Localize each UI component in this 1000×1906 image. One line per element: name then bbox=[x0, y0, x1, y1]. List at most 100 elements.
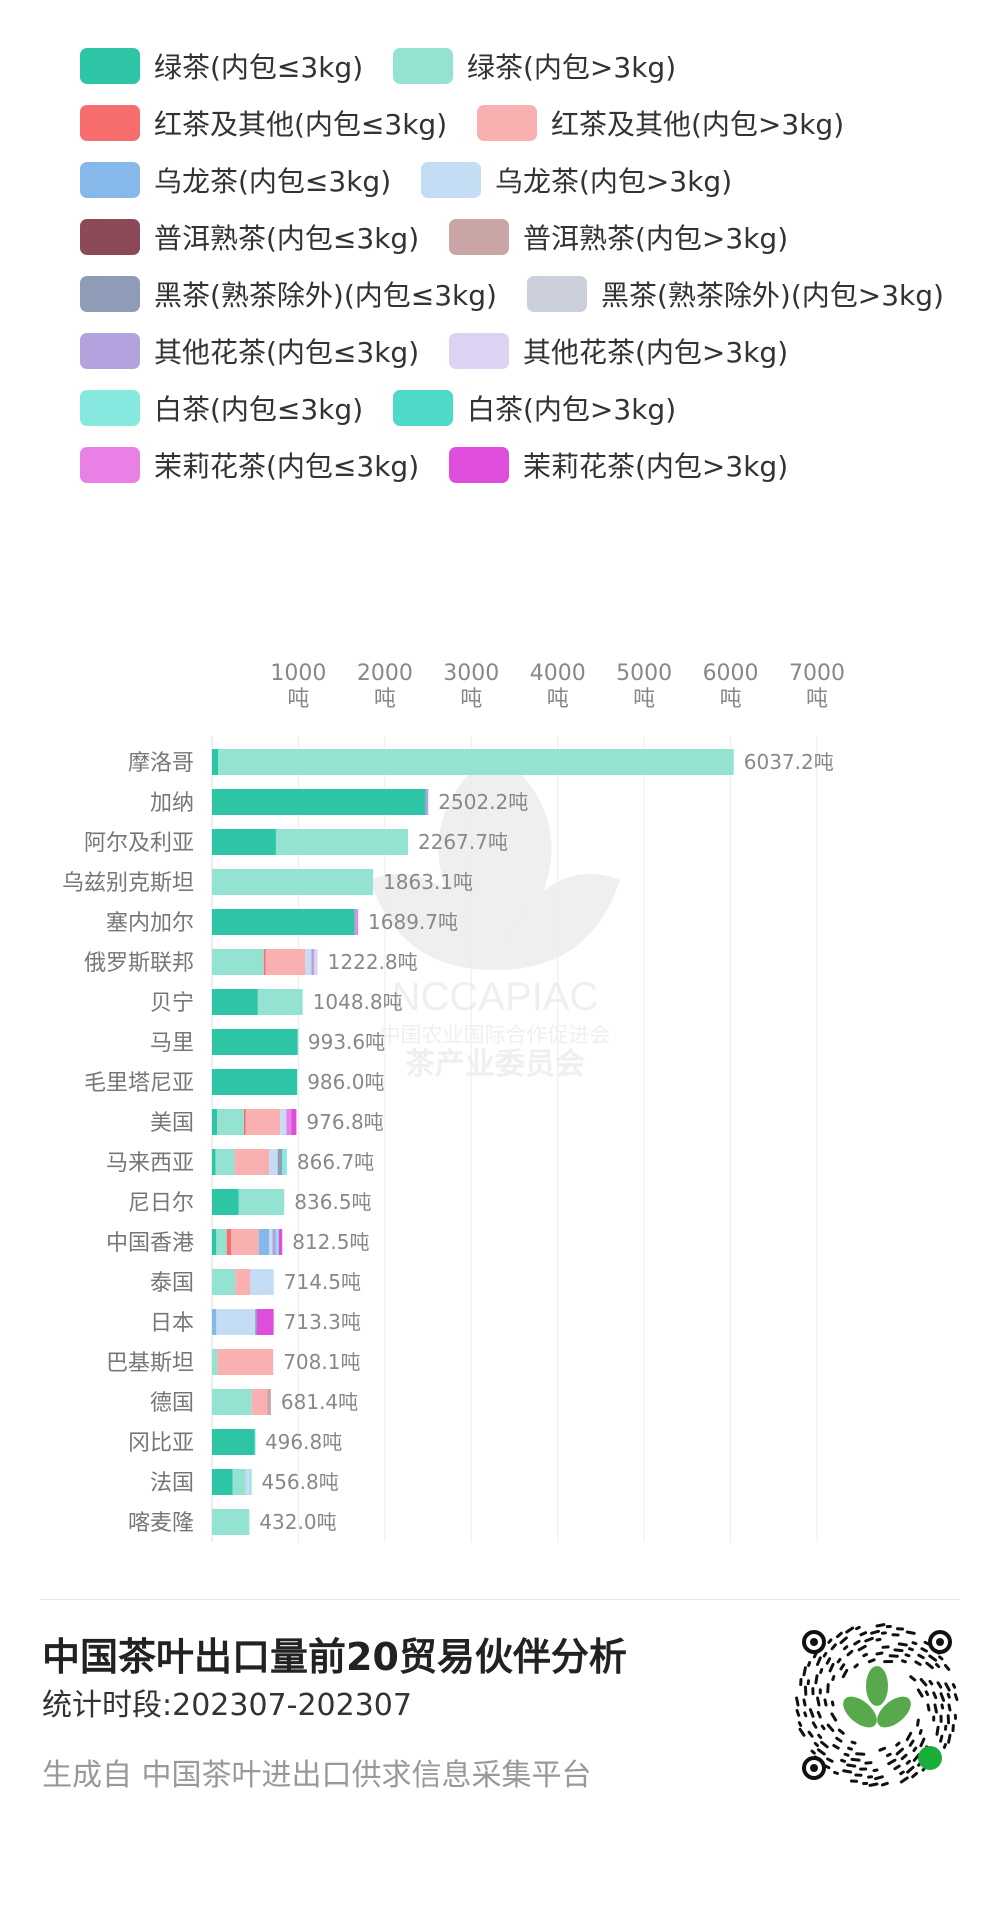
x-tick-unit: 吨 bbox=[720, 687, 742, 712]
qr-dot bbox=[846, 1649, 854, 1657]
y-category-label: 德国 bbox=[150, 1391, 194, 1416]
bar-total-label: 496.8吨 bbox=[265, 1430, 342, 1454]
y-category-label: 阿尔及利亚 bbox=[84, 831, 194, 856]
bar-segment bbox=[217, 1109, 244, 1135]
footer-divider bbox=[40, 1599, 960, 1600]
qr-dot bbox=[837, 1728, 845, 1735]
qr-dot bbox=[874, 1775, 884, 1781]
legend-item[interactable]: 红茶及其他(内包>3kg) bbox=[477, 103, 844, 143]
legend-item[interactable]: 白茶(内包≤3kg) bbox=[80, 388, 363, 428]
qr-dot bbox=[817, 1733, 823, 1739]
x-tick-label: 4000 bbox=[530, 661, 586, 686]
qr-dot bbox=[841, 1668, 849, 1679]
mini-program-badge-icon bbox=[918, 1746, 942, 1770]
qr-dot bbox=[953, 1693, 959, 1702]
qr-dot bbox=[816, 1710, 822, 1719]
legend-item[interactable]: 其他花茶(内包>3kg) bbox=[449, 331, 788, 371]
qr-dot bbox=[808, 1708, 815, 1718]
qr-dot bbox=[933, 1703, 938, 1714]
qr-dot bbox=[908, 1647, 914, 1652]
bar-total-label: 1048.8吨 bbox=[313, 990, 403, 1014]
x-tick-label: 7000 bbox=[789, 661, 845, 686]
qr-dot bbox=[836, 1631, 843, 1639]
qr-finder-dot bbox=[810, 1638, 818, 1646]
bar-segment bbox=[234, 1149, 270, 1175]
qr-dot bbox=[951, 1683, 957, 1689]
legend-item[interactable]: 茉莉花茶(内包≤3kg) bbox=[80, 445, 419, 485]
bar-segment bbox=[212, 829, 276, 855]
qr-dot bbox=[816, 1656, 822, 1666]
mini-program-qr-icon[interactable] bbox=[792, 1620, 962, 1790]
qr-dot bbox=[839, 1636, 848, 1645]
qr-dot bbox=[847, 1746, 853, 1751]
y-category-label: 摩洛哥 bbox=[128, 751, 194, 776]
legend-swatch bbox=[80, 333, 140, 369]
qr-dot bbox=[935, 1725, 940, 1736]
legend-label: 乌龙茶(内包>3kg) bbox=[495, 165, 733, 198]
qr-leaf-icon bbox=[843, 1696, 877, 1728]
x-tick-label: 6000 bbox=[703, 661, 759, 686]
qr-finder bbox=[802, 1756, 826, 1780]
legend-swatch bbox=[80, 447, 140, 483]
qr-dot bbox=[850, 1740, 857, 1745]
legend-item[interactable]: 乌龙茶(内包>3kg) bbox=[421, 160, 732, 200]
bar-segment bbox=[275, 829, 408, 855]
qr-dot bbox=[842, 1769, 853, 1774]
qr-dot bbox=[807, 1730, 814, 1738]
bar-total-label: 993.6吨 bbox=[308, 1030, 385, 1054]
qr-dot bbox=[947, 1703, 952, 1712]
qr-dot bbox=[895, 1741, 901, 1747]
qr-dot bbox=[857, 1644, 867, 1652]
y-category-label: 加纳 bbox=[150, 791, 194, 816]
qr-dot bbox=[943, 1664, 951, 1671]
legend-item[interactable]: 白茶(内包>3kg) bbox=[393, 388, 676, 428]
qr-dot bbox=[895, 1747, 904, 1756]
qr-dot bbox=[900, 1753, 908, 1761]
bar-total-label: 713.3吨 bbox=[284, 1310, 361, 1334]
qr-dot bbox=[798, 1727, 806, 1737]
legend-item[interactable]: 茉莉花茶(内包>3kg) bbox=[449, 445, 788, 485]
y-category-label: 塞内加尔 bbox=[106, 911, 194, 936]
bar-total-label: 432.0吨 bbox=[259, 1510, 336, 1534]
legend-item[interactable]: 乌龙茶(内包≤3kg) bbox=[80, 160, 391, 200]
qr-dot bbox=[831, 1675, 836, 1681]
bar-segment bbox=[212, 1509, 250, 1535]
bar-segment bbox=[278, 1229, 283, 1255]
legend-item[interactable]: 红茶及其他(内包≤3kg) bbox=[80, 103, 447, 143]
qr-dot bbox=[803, 1711, 808, 1718]
legend-item[interactable]: 普洱熟茶(内包≤3kg) bbox=[80, 217, 419, 257]
footer-period: 统计时段:202307-202307 bbox=[42, 1688, 412, 1723]
legend-item[interactable]: 其他花茶(内包≤3kg) bbox=[80, 331, 419, 371]
bar-segment bbox=[212, 909, 355, 935]
legend-label: 绿茶(内包≤3kg) bbox=[154, 51, 364, 84]
bar-segment bbox=[269, 1229, 273, 1255]
bar-segment bbox=[231, 1229, 259, 1255]
qr-dot bbox=[887, 1758, 897, 1766]
qr-dot bbox=[839, 1663, 846, 1671]
legend-item[interactable]: 黑茶(熟茶除外)(内包≤3kg) bbox=[80, 274, 497, 314]
legend-item[interactable]: 普洱熟茶(内包>3kg) bbox=[449, 217, 788, 257]
bar-segment bbox=[272, 1229, 276, 1255]
legend-item[interactable]: 黑茶(熟茶除外)(内包>3kg) bbox=[527, 274, 944, 314]
bar-segment bbox=[251, 1389, 268, 1415]
qr-dot bbox=[830, 1700, 835, 1707]
legend-swatch bbox=[449, 333, 509, 369]
x-tick-label: 2000 bbox=[357, 661, 413, 686]
qr-dot bbox=[897, 1642, 908, 1647]
legend-item[interactable]: 绿茶(内包≤3kg) bbox=[80, 46, 363, 86]
qr-finder-dot bbox=[810, 1764, 818, 1772]
qr-finder bbox=[802, 1630, 826, 1654]
x-tick-unit: 吨 bbox=[806, 687, 828, 712]
y-category-label: 贝宁 bbox=[150, 991, 194, 1016]
bar-segment bbox=[313, 949, 318, 975]
qr-dot bbox=[816, 1696, 821, 1707]
y-category-label: 中国香港 bbox=[106, 1231, 194, 1256]
legend-item[interactable]: 绿茶(内包>3kg) bbox=[393, 46, 676, 86]
bar-segment bbox=[212, 1269, 236, 1295]
qr-dot bbox=[904, 1653, 911, 1658]
qr-dot bbox=[820, 1740, 829, 1749]
bar-segment bbox=[258, 1229, 270, 1255]
qr-dot bbox=[908, 1739, 915, 1747]
qr-dot bbox=[823, 1698, 828, 1707]
bar-segment bbox=[256, 1309, 274, 1335]
